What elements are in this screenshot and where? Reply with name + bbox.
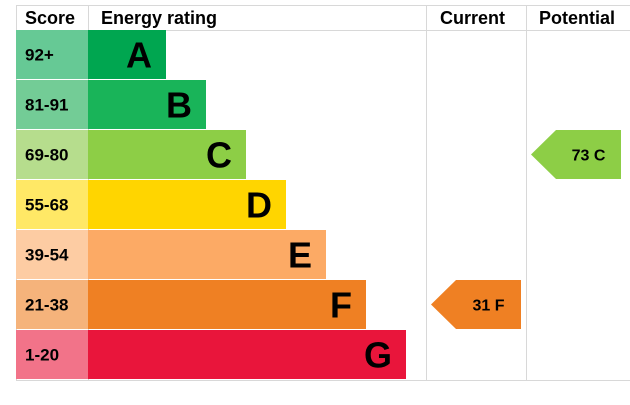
rating-letter-b: B xyxy=(166,85,192,126)
rating-bar-e xyxy=(88,230,326,279)
score-cell-a xyxy=(16,30,88,79)
score-cell-f xyxy=(16,280,88,329)
column-headers: Score Energy rating Current Potential xyxy=(25,8,615,28)
potential-rating-arrow xyxy=(531,130,621,179)
score-cell-e xyxy=(16,230,88,279)
rating-bar-a xyxy=(88,30,166,79)
current-rating-arrow xyxy=(431,280,521,329)
rating-letter-e: E xyxy=(288,235,312,276)
rating-bar-g xyxy=(88,330,406,379)
potential-header: Potential xyxy=(539,8,615,28)
rating-bar-f xyxy=(88,280,366,329)
rating-bar-c xyxy=(88,130,246,179)
rating-letter-a: A xyxy=(126,35,152,76)
current-rating-label: 31 F xyxy=(472,298,504,315)
score-range-c: 69-80 xyxy=(25,146,68,165)
score-cell-b xyxy=(16,80,88,129)
current-header: Current xyxy=(440,8,505,28)
score-range-a: 92+ xyxy=(25,46,54,65)
score-range-b: 81-91 xyxy=(25,96,68,115)
score-range-d: 55-68 xyxy=(25,196,68,215)
rating-bands: 92+ A 81-91 B 69-80 C 55-68 D 39-54 E 21-38 F 1-20 G xyxy=(16,30,406,379)
rating-letter-f: F xyxy=(330,285,352,326)
rating-letter-c: C xyxy=(206,135,232,176)
score-cell-c xyxy=(16,130,88,179)
score-range-f: 21-38 xyxy=(25,296,68,315)
rating-letter-d: D xyxy=(246,185,272,226)
rating-letter-g: G xyxy=(364,335,392,376)
rating-bar-b xyxy=(88,80,206,129)
score-header: Score xyxy=(25,8,75,28)
score-range-e: 39-54 xyxy=(25,246,69,265)
score-cell-g xyxy=(16,330,88,379)
score-range-g: 1-20 xyxy=(25,346,59,365)
potential-rating-label: 73 C xyxy=(572,148,606,165)
energy-rating-header: Energy rating xyxy=(101,8,217,28)
rating-bar-d xyxy=(88,180,286,229)
rating-indicators: 31 F 73 C xyxy=(431,130,621,329)
score-cell-d xyxy=(16,180,88,229)
